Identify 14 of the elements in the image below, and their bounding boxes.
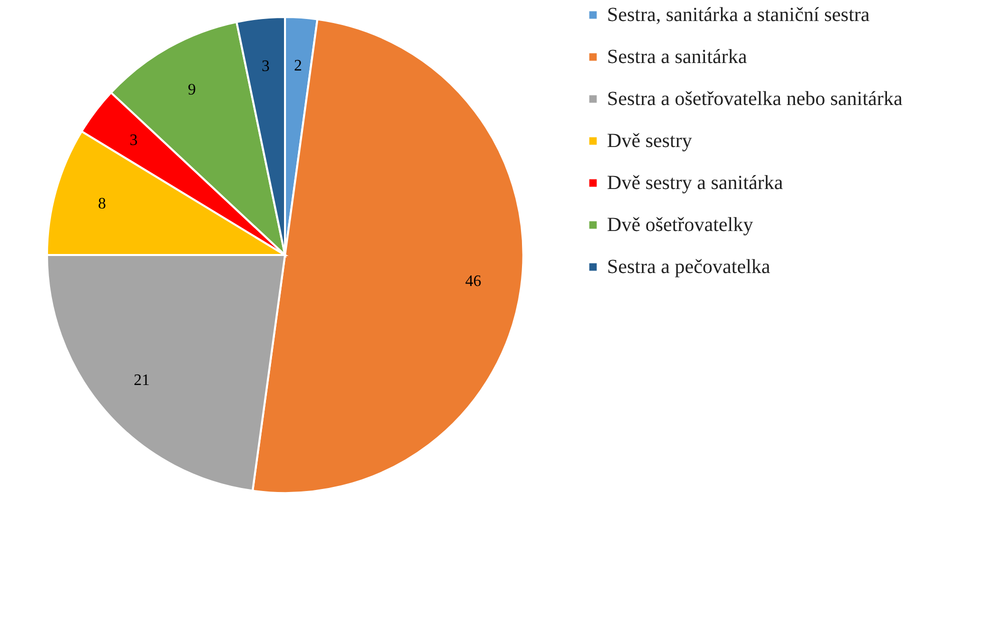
- legend-label: Dvě sestry: [607, 130, 692, 152]
- data-label: 8: [98, 196, 106, 213]
- legend-label: Sestra a ošetřovatelka nebo sanitárka: [607, 88, 903, 110]
- legend-label: Sestra, sanitárka a staniční sestra: [607, 4, 870, 26]
- legend-label: Sestra a sanitárka: [607, 46, 748, 68]
- data-label: 3: [130, 132, 138, 150]
- legend-label: Dvě ošetřovatelky: [607, 214, 754, 236]
- legend-label: Sestra a pečovatelka: [607, 256, 770, 278]
- data-label: 3: [262, 58, 270, 75]
- data-label: 2: [294, 57, 302, 74]
- data-label: 9: [188, 81, 196, 98]
- data-label: 46: [465, 272, 482, 290]
- data-label: 21: [134, 372, 150, 389]
- legend-label: Dvě sestry a sanitárka: [607, 172, 784, 194]
